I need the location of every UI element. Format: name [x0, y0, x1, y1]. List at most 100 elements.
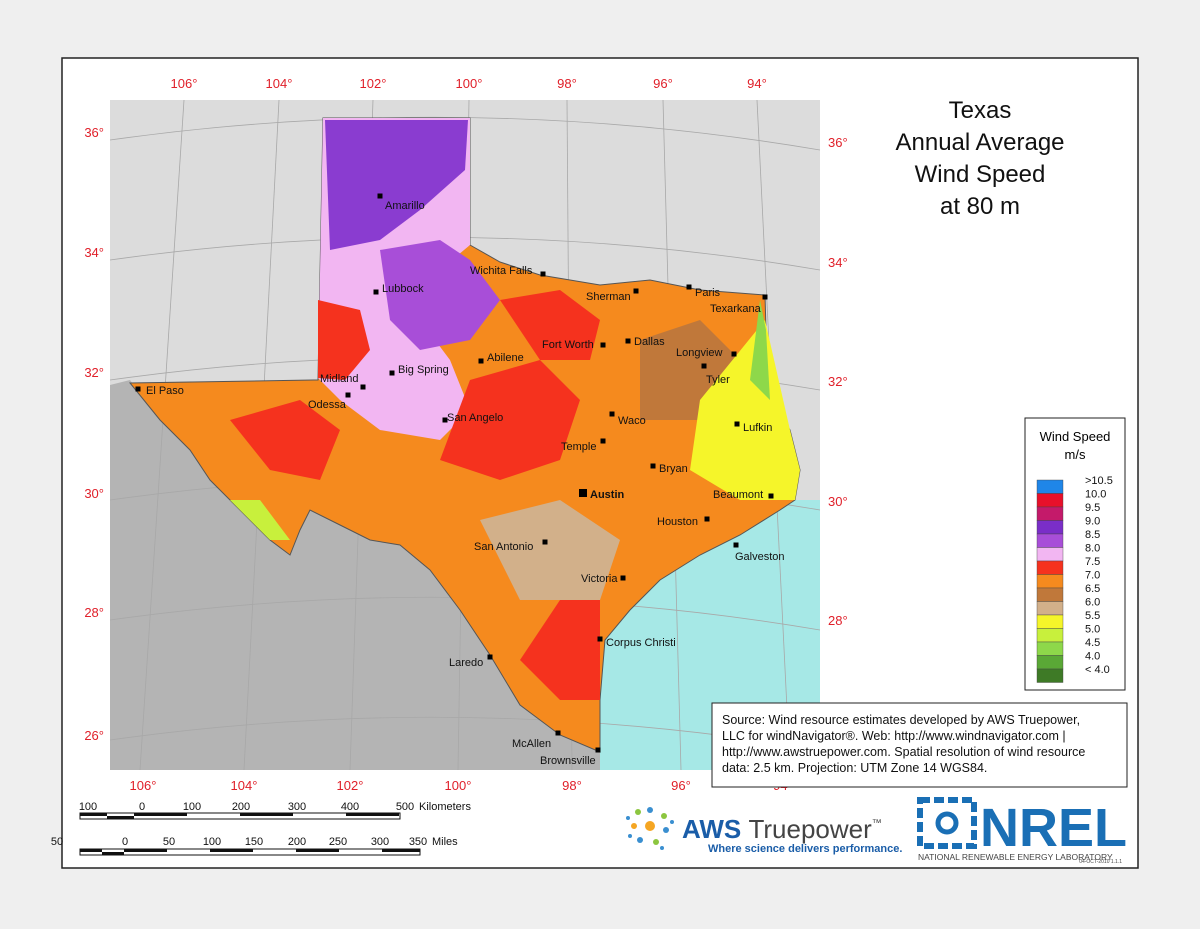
legend-label: 5.5	[1085, 610, 1100, 622]
city-label: Dallas	[634, 336, 665, 348]
legend-unit: m/s	[1065, 447, 1086, 462]
legend-label: < 4.0	[1085, 664, 1110, 676]
aws-tm: ™	[872, 818, 882, 829]
city-marker	[686, 284, 692, 290]
nrel-name: NREL	[980, 798, 1127, 858]
city-marker	[595, 747, 601, 753]
longitude-label: 94°	[747, 76, 767, 91]
city-label: Abilene	[487, 352, 524, 364]
scale-label: 500	[396, 801, 414, 813]
scale-label: 300	[288, 801, 306, 813]
legend-swatch	[1036, 587, 1064, 602]
legend-label: 7.5	[1085, 556, 1100, 568]
source-line: LLC for windNavigator®. Web: http://www.…	[722, 729, 1066, 743]
legend-swatch	[1036, 614, 1064, 629]
city-marker	[389, 370, 395, 376]
latitude-label: 36°	[828, 135, 848, 150]
city-label: Midland	[320, 373, 359, 385]
city-marker	[733, 542, 739, 548]
city-label: Big Spring	[398, 364, 449, 376]
legend-label: 6.0	[1085, 597, 1100, 609]
nrel-logo: NREL NATIONAL RENEWABLE ENERGY LABORATOR…	[917, 797, 1127, 865]
city-marker	[762, 294, 768, 300]
city-label: Beaumont	[713, 489, 763, 501]
legend-label: 9.0	[1085, 516, 1100, 528]
city-marker	[373, 289, 379, 295]
title-line: Texas	[949, 97, 1012, 124]
legend-swatch	[1036, 601, 1064, 616]
longitude-label: 106°	[171, 76, 198, 91]
city-marker	[487, 654, 493, 660]
city-label: Sherman	[586, 291, 631, 303]
latitude-label: 30°	[84, 486, 104, 501]
legend-swatch	[1036, 479, 1064, 494]
legend-swatch	[1036, 628, 1064, 643]
legend: Wind Speed m/s >10.5 10.09.5 9.08.5 8.07.5 7…	[1024, 417, 1126, 691]
city-label: Wichita Falls	[470, 265, 533, 277]
scale-label: 250	[329, 836, 347, 848]
latitude-label: 28°	[828, 613, 848, 628]
latitude-label: 28°	[84, 605, 104, 620]
latitude-label: 34°	[84, 245, 104, 260]
legend-title: Wind Speed	[1040, 429, 1111, 444]
city-marker	[701, 363, 707, 369]
labels: 106° 104° 102° 100° 98° 96° 94° 106° 104° 102° 100…	[84, 76, 847, 793]
scale-label: 100	[203, 836, 221, 848]
aws-tagline: Where science delivers performance.	[708, 843, 902, 855]
legend-swatch	[1036, 520, 1064, 535]
city-label: Lubbock	[382, 283, 424, 295]
city-marker	[620, 575, 626, 581]
scale-label: 150	[245, 836, 263, 848]
city-label: Fort Worth	[542, 339, 594, 351]
city-label: Brownsville	[540, 755, 596, 767]
city-label: San Angelo	[447, 412, 503, 424]
city-label: Longview	[676, 347, 723, 359]
city-marker	[540, 271, 546, 277]
city-label: Paris	[695, 287, 721, 299]
legend-label: 5.0	[1085, 624, 1100, 636]
longitude-label: 100°	[445, 778, 472, 793]
city-marker	[704, 516, 710, 522]
legend-label: 10.0	[1085, 489, 1106, 501]
latitude-label: 34°	[828, 255, 848, 270]
latitude-label: 26°	[84, 728, 104, 743]
scale-label: 300	[371, 836, 389, 848]
title: Texas Annual Average Wind Speed at 80 m	[895, 97, 1064, 220]
city-label: Texarkana	[710, 303, 762, 315]
legend-swatch	[1036, 641, 1064, 656]
city-marker	[600, 342, 606, 348]
legend-swatch	[1036, 547, 1064, 562]
scale-label: 100	[183, 801, 201, 813]
city-marker	[650, 463, 656, 469]
aws-name-part: Truepower	[748, 814, 872, 844]
city-marker	[579, 489, 587, 497]
city-marker	[625, 338, 631, 344]
city-marker	[633, 288, 639, 294]
longitude-label: 98°	[562, 778, 582, 793]
city-label: Odessa	[308, 399, 347, 411]
city-label: Laredo	[449, 657, 483, 669]
scale-label: 350	[409, 836, 427, 848]
city-label: Bryan	[659, 463, 688, 475]
legend-swatch	[1036, 655, 1064, 670]
legend-label: 4.5	[1085, 637, 1100, 649]
city-label: Waco	[618, 415, 646, 427]
latitude-label: 36°	[84, 125, 104, 140]
longitude-label: 102°	[337, 778, 364, 793]
legend-entries: >10.510.09.59.08.58.07.57.06.56.05.55.04…	[1036, 475, 1113, 683]
source-line: http://www.awstruepower.com. Spatial res…	[722, 745, 1085, 759]
city-label: Temple	[561, 441, 596, 453]
city-marker	[734, 421, 740, 427]
scale-label: 50	[51, 836, 63, 848]
city-label: San Antonio	[474, 541, 533, 553]
city-label: Galveston	[735, 551, 785, 563]
title-line: at 80 m	[940, 193, 1020, 220]
city-marker	[597, 636, 603, 642]
legend-label: 9.5	[1085, 502, 1100, 514]
legend-swatch	[1036, 493, 1064, 508]
city-label: Tyler	[706, 374, 730, 386]
latitude-label: 30°	[828, 494, 848, 509]
scale-label: 200	[288, 836, 306, 848]
city-marker	[555, 730, 561, 736]
